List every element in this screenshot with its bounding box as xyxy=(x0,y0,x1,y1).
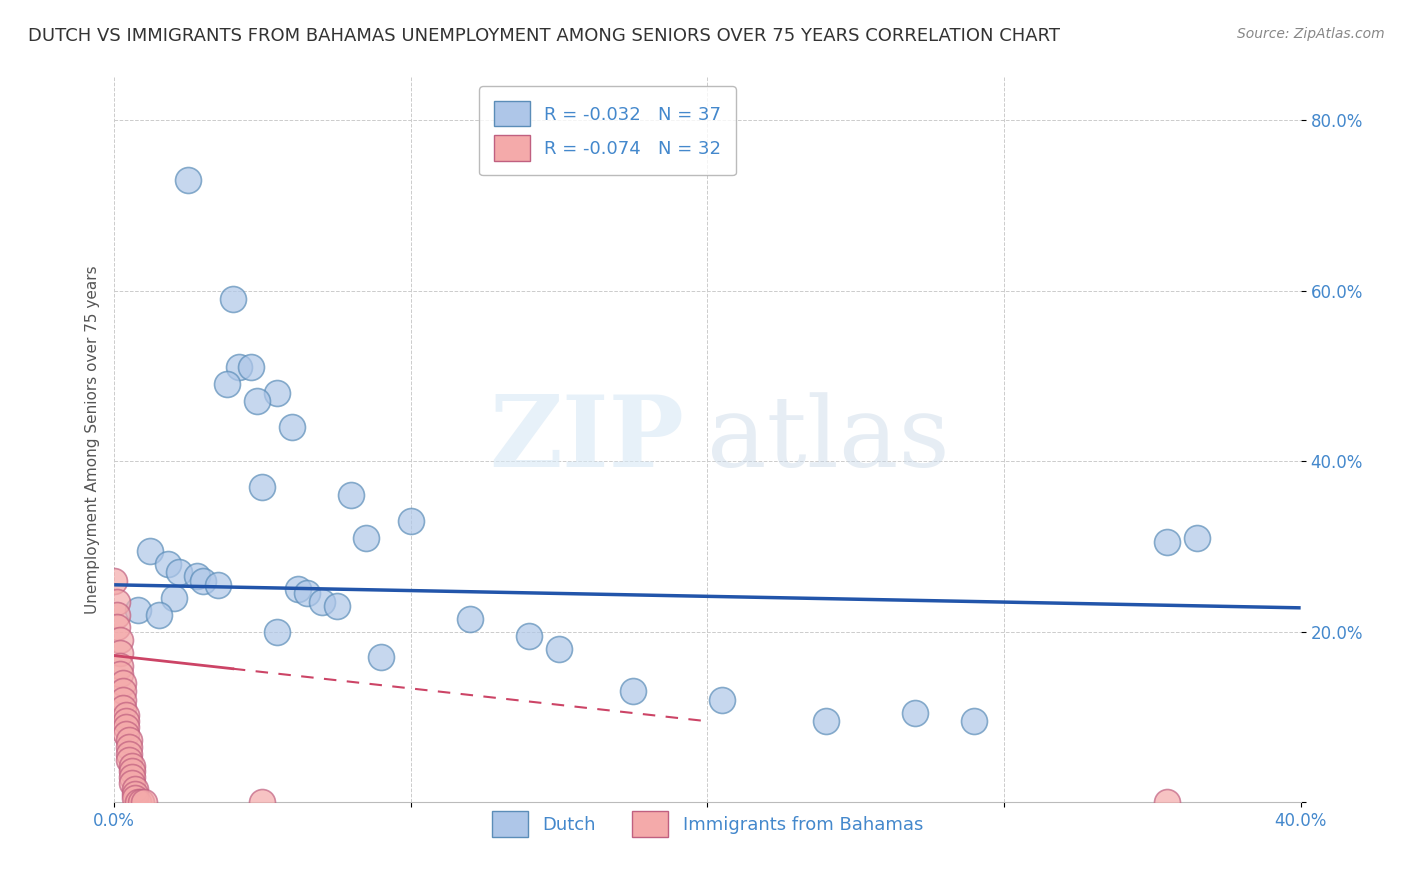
Point xyxy=(118,739,141,754)
Point xyxy=(112,684,135,698)
Point xyxy=(108,667,131,681)
Point xyxy=(108,646,131,660)
Point xyxy=(108,658,131,673)
Point xyxy=(711,693,734,707)
Point xyxy=(115,720,138,734)
Point xyxy=(239,360,262,375)
Point xyxy=(287,582,309,596)
Point xyxy=(121,764,143,778)
Point xyxy=(177,173,200,187)
Point xyxy=(124,781,146,796)
Point xyxy=(115,714,138,729)
Point xyxy=(207,578,229,592)
Point xyxy=(118,747,141,761)
Point xyxy=(295,586,318,600)
Point xyxy=(132,795,155,809)
Point xyxy=(118,753,141,767)
Point xyxy=(124,787,146,801)
Text: atlas: atlas xyxy=(707,392,950,488)
Point xyxy=(139,543,162,558)
Text: DUTCH VS IMMIGRANTS FROM BAHAMAS UNEMPLOYMENT AMONG SENIORS OVER 75 YEARS CORREL: DUTCH VS IMMIGRANTS FROM BAHAMAS UNEMPLO… xyxy=(28,27,1060,45)
Point xyxy=(115,708,138,723)
Point xyxy=(156,557,179,571)
Text: Source: ZipAtlas.com: Source: ZipAtlas.com xyxy=(1237,27,1385,41)
Point xyxy=(124,791,146,805)
Point xyxy=(815,714,838,729)
Point xyxy=(115,727,138,741)
Point xyxy=(963,714,986,729)
Point xyxy=(105,595,128,609)
Point xyxy=(193,574,215,588)
Point xyxy=(370,650,392,665)
Point xyxy=(186,569,208,583)
Legend: Dutch, Immigrants from Bahamas: Dutch, Immigrants from Bahamas xyxy=(485,804,931,844)
Point xyxy=(340,488,363,502)
Point xyxy=(169,565,191,579)
Point xyxy=(112,693,135,707)
Point xyxy=(904,706,927,720)
Point xyxy=(252,795,274,809)
Point xyxy=(228,360,250,375)
Point xyxy=(311,595,333,609)
Point xyxy=(621,684,644,698)
Point xyxy=(548,641,571,656)
Point xyxy=(266,624,288,639)
Point xyxy=(127,603,149,617)
Point xyxy=(127,795,149,809)
Text: ZIP: ZIP xyxy=(489,392,683,488)
Point xyxy=(325,599,347,614)
Point xyxy=(222,292,245,306)
Point xyxy=(148,607,170,622)
Point xyxy=(112,676,135,690)
Point xyxy=(108,633,131,648)
Point xyxy=(105,620,128,634)
Point xyxy=(1156,795,1178,809)
Point xyxy=(129,795,152,809)
Point xyxy=(458,612,481,626)
Point xyxy=(519,629,541,643)
Point xyxy=(162,591,184,605)
Point xyxy=(1156,535,1178,549)
Point xyxy=(105,607,128,622)
Point xyxy=(252,480,274,494)
Y-axis label: Unemployment Among Seniors over 75 years: Unemployment Among Seniors over 75 years xyxy=(86,266,100,615)
Point xyxy=(245,394,267,409)
Point xyxy=(121,775,143,789)
Point xyxy=(356,531,378,545)
Point xyxy=(118,733,141,747)
Point xyxy=(399,514,422,528)
Point xyxy=(121,770,143,784)
Point xyxy=(121,758,143,772)
Point xyxy=(112,701,135,715)
Point xyxy=(281,420,304,434)
Point xyxy=(266,386,288,401)
Point xyxy=(103,574,125,588)
Point xyxy=(1185,531,1208,545)
Point xyxy=(215,377,238,392)
